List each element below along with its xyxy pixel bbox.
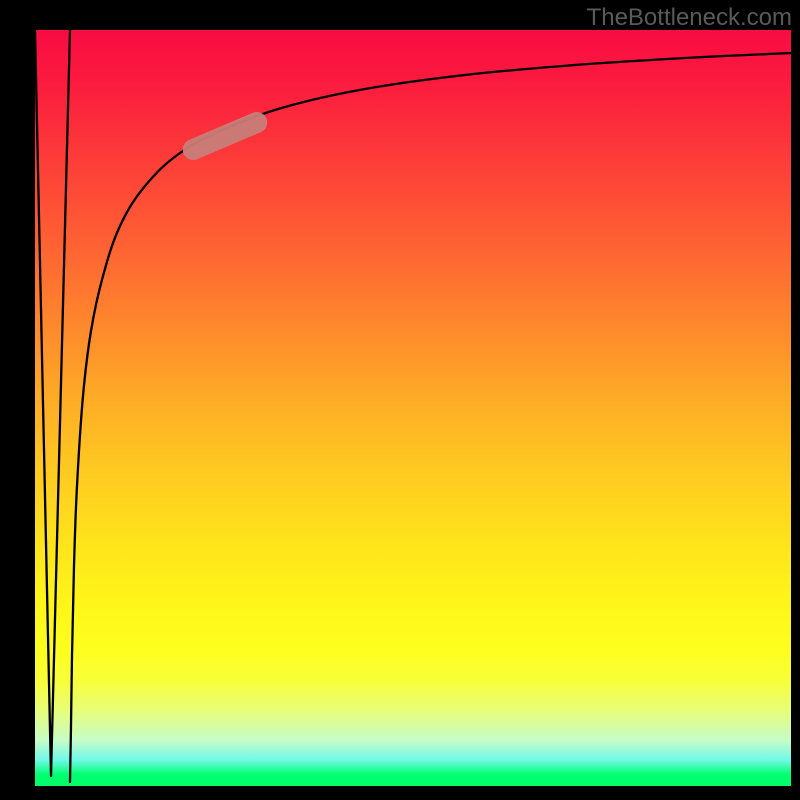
plot-svg xyxy=(0,0,800,800)
plot-background-gradient xyxy=(35,30,791,786)
chart-frame: TheBottleneck.com xyxy=(0,0,800,800)
watermark-text: TheBottleneck.com xyxy=(587,4,792,32)
